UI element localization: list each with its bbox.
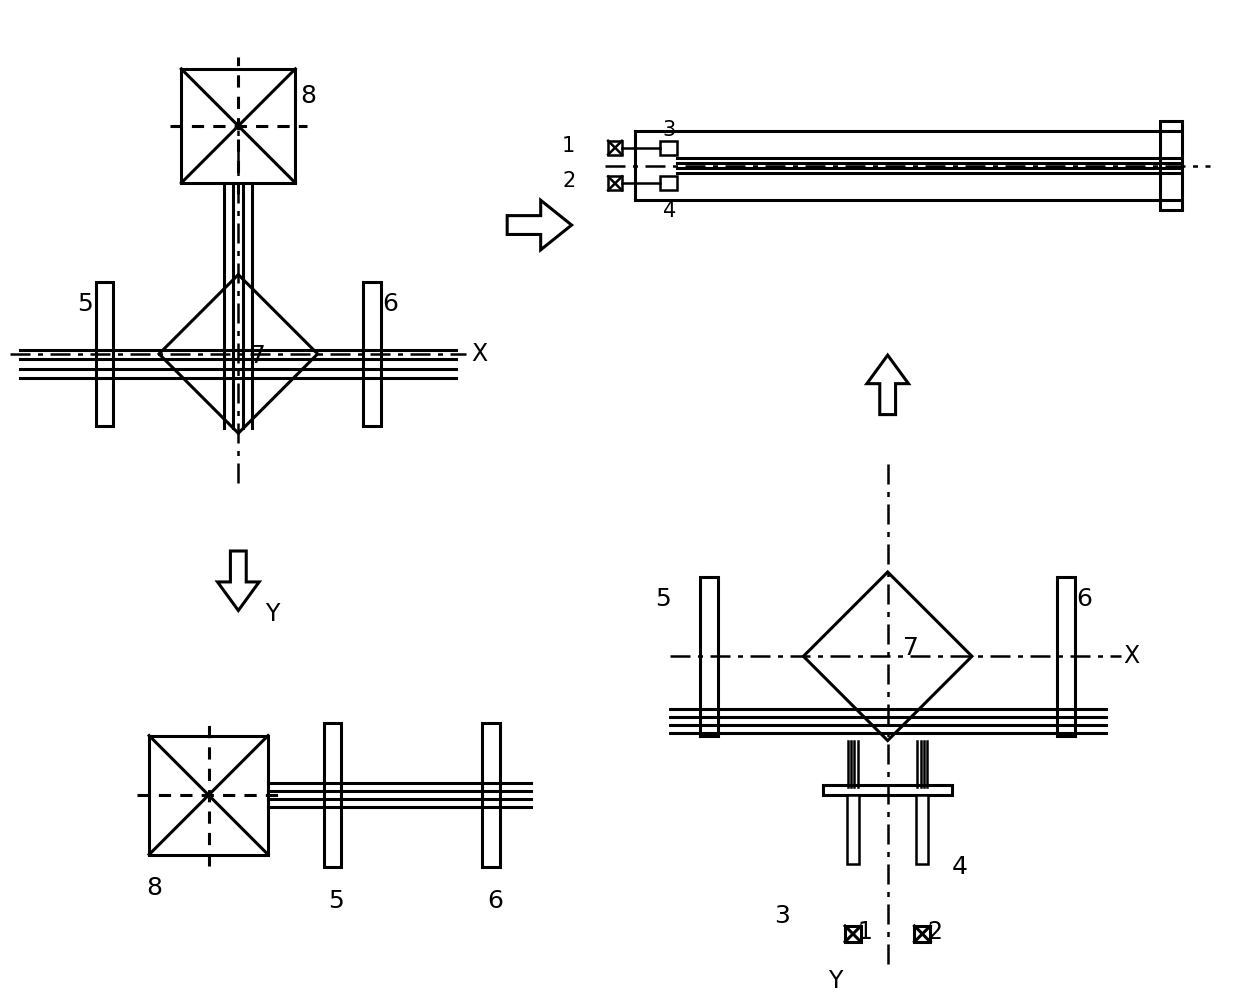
Text: 4: 4 — [952, 854, 968, 878]
Text: 6: 6 — [382, 292, 398, 316]
Bar — [482, 723, 500, 867]
Text: 1: 1 — [562, 136, 575, 156]
Text: X: X — [471, 342, 487, 366]
Text: X: X — [1123, 644, 1140, 668]
Bar — [660, 176, 677, 190]
Text: 5: 5 — [655, 587, 671, 611]
Bar — [1058, 577, 1075, 736]
Bar — [914, 926, 930, 942]
Bar — [916, 795, 929, 864]
Text: 6: 6 — [1076, 587, 1092, 611]
Bar — [608, 141, 622, 155]
Bar — [823, 786, 952, 795]
Text: 5: 5 — [77, 292, 93, 316]
Text: 7: 7 — [250, 344, 267, 368]
Bar — [181, 69, 295, 182]
Bar — [95, 282, 113, 426]
Bar — [324, 723, 341, 867]
Text: 3: 3 — [774, 904, 790, 928]
Bar — [608, 176, 622, 190]
Polygon shape — [217, 551, 259, 610]
Bar — [701, 577, 718, 736]
Bar — [844, 926, 861, 942]
Bar — [847, 795, 859, 864]
Bar — [363, 282, 381, 426]
Bar — [149, 736, 268, 854]
Polygon shape — [507, 200, 572, 250]
Text: 5: 5 — [329, 888, 345, 913]
Text: 2: 2 — [562, 171, 575, 191]
Polygon shape — [804, 572, 972, 741]
Polygon shape — [867, 355, 909, 415]
Text: 7: 7 — [903, 636, 919, 660]
Polygon shape — [159, 274, 317, 434]
Text: Y: Y — [828, 968, 842, 993]
Text: 3: 3 — [662, 120, 676, 140]
Text: Y: Y — [265, 602, 279, 626]
Text: 4: 4 — [662, 201, 676, 221]
Text: 1: 1 — [858, 920, 873, 944]
Text: 6: 6 — [487, 888, 503, 913]
Text: 2: 2 — [928, 920, 942, 944]
Bar — [660, 141, 677, 155]
Text: 8: 8 — [300, 84, 316, 108]
Text: 8: 8 — [146, 876, 162, 900]
Bar — [1161, 121, 1182, 210]
